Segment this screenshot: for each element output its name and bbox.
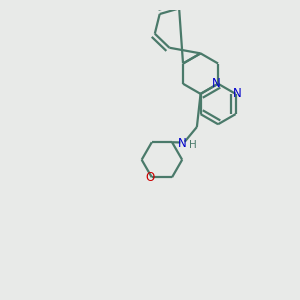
Text: O: O: [145, 171, 154, 184]
Text: H: H: [189, 140, 197, 150]
Text: N: N: [233, 87, 242, 101]
Text: N: N: [178, 137, 187, 150]
Text: N: N: [212, 77, 220, 90]
